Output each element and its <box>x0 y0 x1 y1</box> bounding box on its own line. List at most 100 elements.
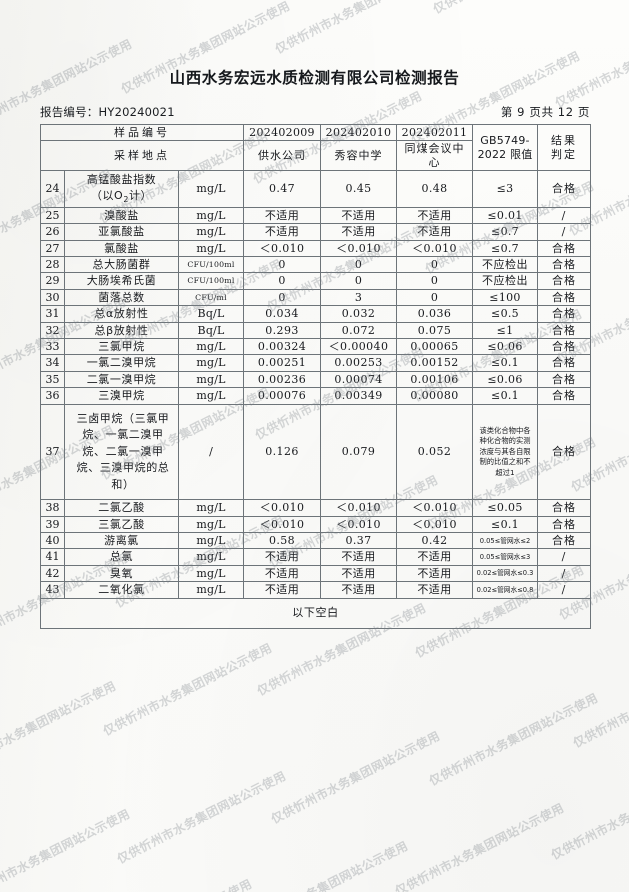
table-row: 35 二氯一溴甲烷 mg/L 0.00236 0.00074 0.00106 ≤0.06 合格 <box>40 370 592 389</box>
judgement: 合格 <box>537 321 592 340</box>
judgement: 合格 <box>537 288 592 307</box>
judgement: 合格 <box>537 403 592 501</box>
sample-1-value: 0.47 <box>243 170 322 208</box>
judgement: / <box>537 581 592 599</box>
watermark-text: 仅供忻州市水务集团网站公示使用 <box>392 800 567 892</box>
watermark-text: 仅供忻州市水务集团网站公示使用 <box>114 768 289 867</box>
report-meta: 报告编号：HY20240021 第 9 页共 12 页 <box>40 104 590 120</box>
sample-1-value: 0 <box>243 256 322 274</box>
judgement: 合格 <box>537 170 592 208</box>
row-number: 36 <box>40 387 65 405</box>
sample-3-value: 0.036 <box>396 305 474 323</box>
header-sample-no-2: 202402010 <box>320 123 398 142</box>
sample-1-value: 0.126 <box>243 403 322 501</box>
row-number: 40 <box>40 532 65 550</box>
parameter-name: 三氯甲烷 <box>64 338 179 356</box>
row-number: 42 <box>40 564 65 583</box>
unit: mg/L <box>177 515 245 534</box>
watermark-text: 仅供忻州市水务集团网站公示使用 <box>430 0 605 17</box>
table-row: 42 臭氧 mg/L 不适用 不适用 不适用 0.02≤管网水≤0.3/ <box>40 564 592 583</box>
sample-1-value: 不适用 <box>243 206 322 225</box>
unit: / <box>177 403 245 501</box>
parameter-name: 三氯乙酸 <box>64 515 179 534</box>
watermark-text: 仅供忻州市水务集团网站公示使用 <box>0 806 133 892</box>
unit: mg/L <box>177 354 245 372</box>
header-row-sampling-site: 采样地点 供水公司 秀容中学 同煤会议中心 <box>39 140 591 172</box>
limit-value: ≤0.06 <box>472 338 539 356</box>
unit: CFU/100ml <box>177 272 245 290</box>
sample-2-value: ＜0.010 <box>320 499 398 517</box>
row-number: 34 <box>40 354 65 372</box>
sample-2-value: 0.079 <box>320 403 398 501</box>
unit: mg/L <box>177 564 245 583</box>
table-footer: 以下空白 <box>39 597 592 629</box>
limit-value: ≤3 <box>472 170 539 208</box>
table-body: 24 高锰酸盐指数 （以O2计） mg/L 0.47 0.45 0.48 ≤3 合格 25 溴酸盐 m… <box>40 170 592 599</box>
parameter-name: 大肠埃希氏菌 <box>64 272 179 290</box>
row-number: 37 <box>40 403 65 501</box>
sample-3-value: 0.052 <box>396 403 474 501</box>
parameter-name: 菌落总数 <box>64 288 179 307</box>
row-number: 28 <box>40 256 65 274</box>
sample-3-value: 0.00106 <box>396 370 474 389</box>
standard-line-1: GB5749- <box>480 134 530 148</box>
judgement: 合格 <box>537 338 592 356</box>
sample-3-value: 不适用 <box>396 206 474 225</box>
sample-1-value: 0.00236 <box>243 370 322 389</box>
sample-3-value: 0 <box>396 288 474 307</box>
unit: mg/L <box>177 499 245 517</box>
parameter-name: 总β放射性 <box>64 321 179 340</box>
unit: mg/L <box>177 532 245 550</box>
table-row: 29 大肠埃希氏菌 CFU/100ml 0 0 0 不应检出 合格 <box>40 272 592 290</box>
table-header: 样品编号 202402009 202402010 202402011 GB574… <box>39 123 592 172</box>
tail-note: 以下空白 <box>39 597 592 629</box>
page-title: 山西水务宏远水质检测有限公司检测报告 <box>169 69 460 87</box>
row-number: 29 <box>40 272 65 290</box>
test-result-table: 样品编号 202402009 202402010 202402011 GB574… <box>39 123 592 629</box>
page-number: 第 9 页共 12 页 <box>500 105 590 119</box>
limit-value: 不应检出 <box>472 272 539 290</box>
watermark-text: 仅供忻州市水务集团网站公示使用 <box>268 728 443 827</box>
row-number: 35 <box>40 370 65 389</box>
judgement: / <box>537 206 592 225</box>
judgement: 合格 <box>537 239 592 258</box>
judgement: 合格 <box>537 354 592 372</box>
header-sample-no-1: 202402009 <box>243 123 322 142</box>
sample-2-value: 不适用 <box>320 206 398 225</box>
table-row: 26 亚氯酸盐 mg/L 不适用 不适用 不适用 ≤0.7/ <box>40 223 592 241</box>
limit-value: ≤0.5 <box>472 305 539 323</box>
sample-2-value: 0.032 <box>320 305 398 323</box>
row-number: 41 <box>40 548 65 566</box>
sample-1-value: 0.58 <box>243 532 322 550</box>
parameter-name: 二氯一溴甲烷 <box>64 370 179 389</box>
sample-1-value: ＜0.010 <box>243 499 322 517</box>
sample-2-value: 不适用 <box>320 548 398 566</box>
sample-3-value: 0.48 <box>396 170 474 208</box>
header-sample-no-3: 202402011 <box>396 123 474 142</box>
row-number: 33 <box>40 338 65 356</box>
limit-value: ≤0.7 <box>472 223 539 241</box>
sample-2-value: ＜0.00040 <box>320 338 398 356</box>
sample-3-value: 不适用 <box>396 564 474 583</box>
limit-value: ≤0.1 <box>472 515 539 534</box>
table-row: 40 游离氯 mg/L 0.58 0.37 0.42 0.05≤管网水≤2 合格 <box>40 532 592 550</box>
judgement: 合格 <box>537 515 592 534</box>
table-row: 30 菌落总数 CFU/ml 0 3 0 ≤100 合格 <box>40 288 592 307</box>
limit-value: ≤0.1 <box>472 387 539 405</box>
header-result-judgement: 结果 判定 <box>537 123 592 172</box>
sample-3-value: ＜0.010 <box>396 515 474 534</box>
sample-3-value: 不适用 <box>396 581 474 599</box>
sample-3-value: 0.075 <box>396 321 474 340</box>
sample-3-value: 0 <box>396 256 474 274</box>
unit: mg/L <box>177 170 245 208</box>
header-sample-no-label: 样品编号 <box>39 123 245 142</box>
parameter-name: 一氯二溴甲烷 <box>64 354 179 372</box>
parameter-name: 总氯 <box>64 548 179 566</box>
unit: mg/L <box>177 206 245 225</box>
sample-2-value: 0.00074 <box>320 370 398 389</box>
judgement: 合格 <box>537 370 592 389</box>
judgement: / <box>537 548 592 566</box>
sample-1-value: 0 <box>243 272 322 290</box>
sample-3-value: 0 <box>396 272 474 290</box>
